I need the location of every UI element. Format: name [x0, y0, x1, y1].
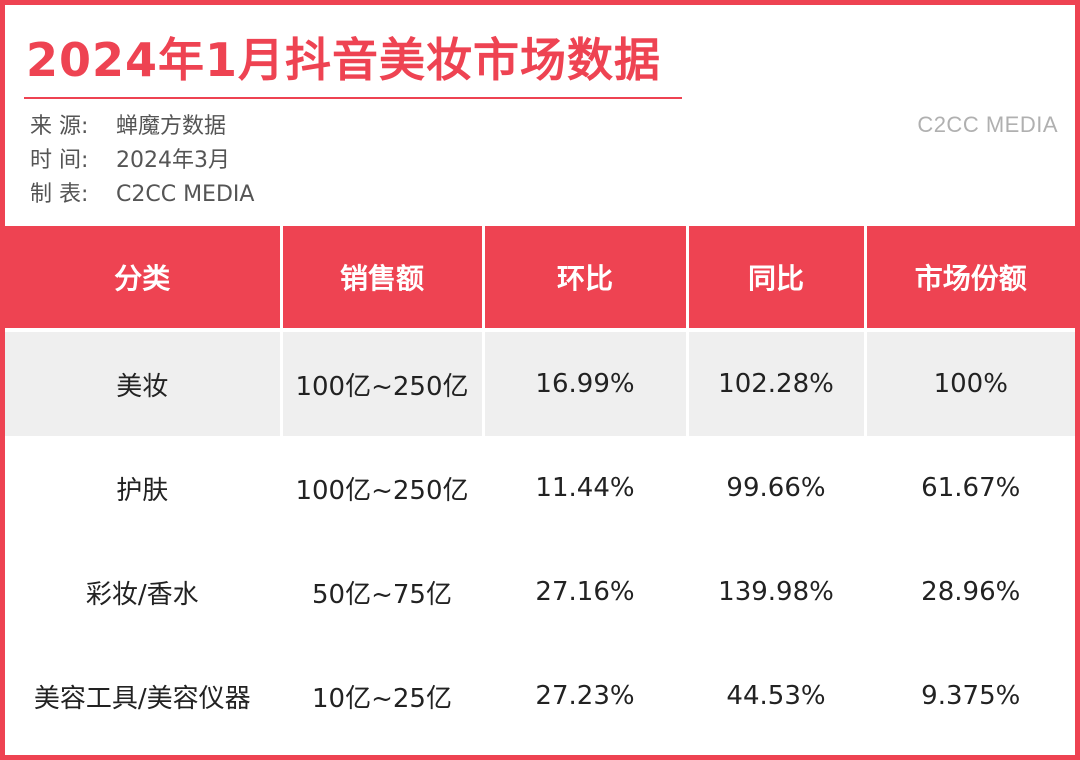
- cell-yoy: 44.53%: [687, 644, 867, 748]
- cell-mom: 27.23%: [483, 644, 689, 748]
- cell-share: 28.96%: [921, 577, 1021, 607]
- cell-yoy: 99.66%: [687, 436, 867, 540]
- meta-source-row: 来 源: 蝉魔方数据: [30, 110, 254, 144]
- meta-maker-label: 制 表:: [30, 182, 89, 207]
- meta-maker-value: C2CC MEDIA: [116, 182, 255, 207]
- cell-mom: 11.44%: [483, 436, 689, 540]
- header-category: 分类: [5, 226, 283, 332]
- cell-yoy: 102.28%: [687, 330, 867, 436]
- table-header-row: 分类 销售额 环比 同比 市场份额: [5, 226, 1075, 332]
- meta-time-label: 时 间:: [30, 148, 89, 173]
- cell-sales: 10亿~25亿: [281, 644, 485, 748]
- table-row: 护肤 100亿~250亿 11.44% 99.66% 61.67%: [5, 436, 1075, 540]
- cell-mom: 16.99%: [483, 330, 689, 436]
- meta-source-value: 蝉魔方数据: [116, 114, 227, 139]
- header-mom: 环比: [483, 226, 689, 332]
- page-title: 2024年1月抖音美妆市场数据: [26, 33, 662, 87]
- cell-share: 61.67%: [921, 473, 1021, 503]
- brand-watermark: C2CC MEDIA: [917, 112, 1058, 137]
- cell-category: 美妆: [5, 330, 283, 436]
- cell-yoy: 139.98%: [687, 540, 867, 644]
- cell-sales: 100亿~250亿: [281, 330, 485, 436]
- cell-category: 护肤: [5, 436, 283, 540]
- header-sales: 销售额: [281, 226, 485, 332]
- meta-info: 来 源: 蝉魔方数据 时 间: 2024年3月 制 表: C2CC MEDIA: [30, 110, 254, 212]
- meta-time-value: 2024年3月: [116, 148, 230, 173]
- cell-share: 100%: [865, 330, 1075, 436]
- cell-sales: 50亿~75亿: [281, 540, 485, 644]
- title-underline: [24, 97, 682, 99]
- header-share: 市场份额: [865, 226, 1075, 332]
- meta-source-label: 来 源:: [30, 114, 89, 139]
- cell-mom: 27.16%: [483, 540, 689, 644]
- meta-maker-row: 制 表: C2CC MEDIA: [30, 178, 254, 212]
- cell-category: 彩妆/香水: [5, 540, 283, 644]
- cell-sales: 100亿~250亿: [281, 436, 485, 540]
- meta-time-row: 时 间: 2024年3月: [30, 144, 254, 178]
- market-data-table: 分类 销售额 环比 同比 市场份额 美妆 100亿~250亿 16.99% 10…: [5, 226, 1075, 748]
- table-row: 彩妆/香水 50亿~75亿 27.16% 139.98% 28.96%: [5, 540, 1075, 644]
- header-yoy: 同比: [687, 226, 867, 332]
- table-row: 美容工具/美容仪器 10亿~25亿 27.23% 44.53% 9.375%: [5, 644, 1075, 748]
- cell-share: 9.375%: [921, 681, 1021, 711]
- table-row: 美妆 100亿~250亿 16.99% 102.28% 100%: [5, 330, 1075, 436]
- cell-category: 美容工具/美容仪器: [5, 644, 283, 748]
